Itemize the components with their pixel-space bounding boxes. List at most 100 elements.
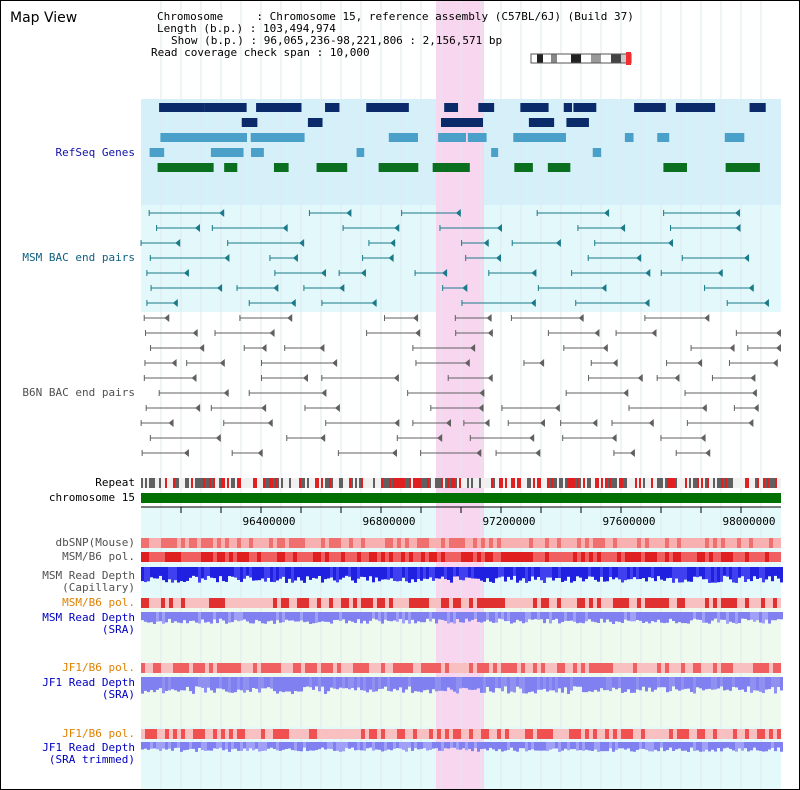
polymorphism-bin [209,729,213,739]
repeat-segment [467,478,469,488]
msm-bac-end [604,209,610,217]
read-depth-bin [312,742,315,751]
polymorphism-bin [669,729,673,739]
read-depth-bin [627,742,630,749]
polymorphism-bin [141,538,145,548]
track-label-dbsnp[interactable]: dbSNP(Mouse) [55,536,135,549]
repeat-segment [295,478,297,488]
msm-bac-end [172,299,178,307]
read-depth-bin [669,677,672,692]
repeat-segment [587,478,589,488]
polymorphism-bin [349,663,353,673]
polymorphism-bin [549,538,553,548]
read-depth-bin [318,612,321,623]
track-label-refseq-genes[interactable]: RefSeq Genes [55,146,135,159]
read-depth-bin [201,567,204,579]
polymorphism-bin [273,598,277,608]
read-depth-bin [531,612,534,620]
repeat-segment [473,478,475,488]
track-label-jf1-b6-pol[interactable]: JF1/B6 pol. [62,661,135,674]
read-depth-bin [381,567,384,580]
gene-feature [149,148,165,157]
track-label-jf1-sra[interactable]: JF1 Read Depth (SRA) [42,677,135,701]
read-depth-bin [747,567,750,580]
polymorphism-bin [685,598,689,608]
polymorphism-bin [545,729,549,739]
gene-feature [514,163,533,172]
repeat-segment [527,478,529,488]
read-depth-bin [441,742,444,752]
polymorphism-bin [185,552,189,562]
polymorphism-bin [641,538,645,548]
msm-bac-end [195,224,201,232]
polymorphism-bin [569,538,573,548]
polymorphism-bin [493,552,497,562]
repeat-segment [637,478,639,488]
track-label-msm-b6-pol[interactable]: MSM/B6 pol. [62,550,135,563]
gene-feature [388,133,418,142]
polymorphism-bin [525,552,529,562]
polymorphism-bin [341,598,345,608]
repeat-segment [199,478,201,488]
read-depth-bin [309,677,312,688]
polymorphism-bin [193,538,197,548]
read-depth-bin [312,612,315,624]
read-depth-bin [687,567,690,582]
polymorphism-bin [469,729,473,739]
read-depth-bin [684,612,687,624]
read-depth-bin [666,742,669,751]
read-depth-bin [609,612,612,622]
msm-bac-end [530,299,536,307]
polymorphism-bin [233,729,237,739]
track-label-msm-sra[interactable]: MSM Read Depth (SRA) [42,612,135,636]
polymorphism-bin [497,663,501,673]
gene-feature [275,103,302,112]
read-depth-bin [618,677,621,689]
repeat-segment [465,478,467,488]
track-label-b6n-bac[interactable]: B6N BAC end pairs [22,386,135,399]
read-depth-bin [375,677,378,692]
repeat-segment [661,478,663,488]
track-label-chromosome[interactable]: chromosome 15 [48,491,135,504]
repeat-segment [475,478,477,488]
read-depth-bin [561,612,564,623]
polymorphism-bin [337,729,341,739]
read-depth-bin [357,742,360,751]
repeat-segment [177,478,179,488]
read-depth-bin [378,612,381,622]
read-depth-bin [459,567,462,580]
polymorphism-bin [321,729,325,739]
read-depth-bin [762,742,765,752]
read-depth-bin [243,677,246,693]
polymorphism-bin [625,538,629,548]
gene-feature [735,133,745,142]
track-label-msm-bac[interactable]: MSM BAC end pairs [22,251,135,264]
polymorphism-bin [593,598,597,608]
polymorphism-bin [649,538,653,548]
read-depth-bin [309,567,312,580]
track-label-repeat[interactable]: Repeat [95,476,135,489]
track-label-msm-b6-pol-sra[interactable]: MSM/B6 pol. [62,596,135,609]
chromosome-label: Chromosome [157,10,224,23]
polymorphism-bin [385,552,389,562]
read-depth-bin [342,612,345,620]
read-depth-bin [480,612,483,623]
track-label-msm-depth[interactable]: MSM Read Depth (Capillary) [42,570,135,594]
polymorphism-bin [629,598,633,608]
polymorphism-bin [485,729,489,739]
read-depth-bin [777,612,780,620]
polymorphism-bin [141,729,145,739]
read-depth-bin [597,612,600,624]
read-depth-bin [324,677,327,694]
read-depth-bin [600,742,603,752]
repeat-segment [705,478,707,488]
read-depth-bin [780,742,783,752]
read-depth-bin [558,742,561,752]
polymorphism-bin [449,663,453,673]
read-depth-bin [630,567,633,580]
read-depth-bin [204,612,207,623]
track-label-jf1-b6-pol-trimmed[interactable]: JF1/B6 pol. [62,727,135,740]
polymorphism-bin [149,598,153,608]
read-depth-bin [678,677,681,691]
track-label-jf1-trimmed[interactable]: JF1 Read Depth (SRA trimmed) [42,742,135,766]
